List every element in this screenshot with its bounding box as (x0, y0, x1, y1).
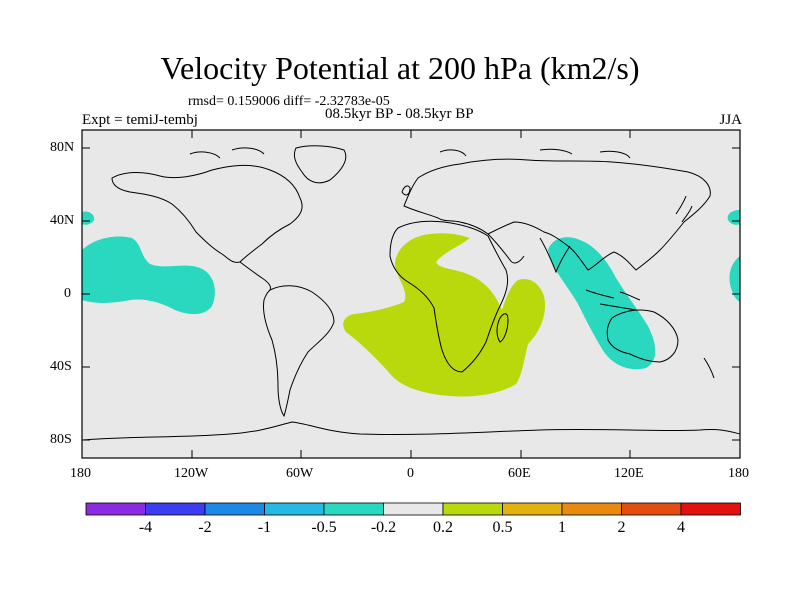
negative-region-eastern-edge (729, 256, 740, 302)
lat-label-80s: 80S (50, 432, 72, 447)
stats-label: rmsd= 0.159006 diff= -2.32783e-05 (188, 94, 390, 109)
lon-label-120w: 120W (174, 466, 209, 481)
coast-australia (606, 309, 679, 363)
coast-south-america (263, 285, 335, 418)
coast-greenland (293, 145, 347, 184)
colorbar-box (323, 502, 384, 516)
lat-label-40s: 40S (50, 359, 72, 374)
coast-new-zealand (703, 357, 715, 379)
negative-region-pacific (82, 236, 215, 315)
lon-label-180e: 180 (728, 466, 749, 481)
lon-label-180w: 180 (70, 466, 91, 481)
positive-region-africa-atlantic (343, 233, 546, 397)
axis-ticks (81, 130, 741, 458)
coast-arabia (487, 233, 525, 264)
colorbar-box (502, 502, 563, 516)
coast-arctic-islands (189, 147, 631, 159)
coast-uk (401, 185, 411, 196)
colorbar-box (264, 502, 325, 516)
colorbar-label: -1 (257, 519, 272, 536)
lon-label-0: 0 (407, 466, 414, 481)
experiment-label: Expt = temiJ-tembj (82, 112, 198, 128)
lon-label-120e: 120E (614, 466, 644, 481)
season-label: JJA (719, 112, 742, 128)
coast-north-america (111, 164, 303, 263)
lat-label-80n: 80N (50, 140, 75, 155)
colorbar-label: 1 (558, 519, 566, 536)
colorbar-box (204, 502, 265, 516)
coast-indonesia (585, 289, 641, 311)
lon-label-60w: 60W (286, 466, 314, 481)
coastlines (82, 145, 740, 441)
colorbar-label: 0.5 (492, 519, 513, 536)
negative-region-indian-ocean (548, 237, 656, 370)
colorbar-label: 2 (617, 519, 626, 536)
coast-japan (675, 195, 693, 223)
colorbar-box (85, 502, 146, 516)
colorbar-label: 0.2 (433, 519, 453, 536)
lat-label-0: 0 (64, 286, 71, 301)
colorbar-label: -4 (138, 519, 153, 536)
colorbar-label: -0.5 (311, 519, 337, 536)
colorbar-box (383, 502, 444, 516)
colorbar-box (621, 502, 682, 516)
coast-india (539, 237, 571, 274)
colorbar-label: -2 (198, 519, 212, 536)
chart-title: Velocity Potential at 200 hPa (km2/s) (160, 50, 640, 86)
coast-antarctica (82, 421, 740, 441)
coast-central-america (239, 261, 271, 291)
colorbar-box (680, 502, 741, 516)
colorbar-box (561, 502, 622, 516)
colorbar-label: -0.2 (370, 519, 397, 536)
coast-madagascar (496, 313, 509, 343)
colorbar (85, 502, 741, 516)
lat-label-40n: 40N (50, 213, 75, 228)
coast-africa (389, 220, 509, 373)
lon-label-60e: 60E (508, 466, 531, 481)
colorbar-label: 4 (677, 519, 685, 536)
colorbar-box (145, 502, 206, 516)
colorbar-box (442, 502, 503, 516)
period-label: 08.5kyr BP - 08.5kyr BP (325, 106, 474, 122)
